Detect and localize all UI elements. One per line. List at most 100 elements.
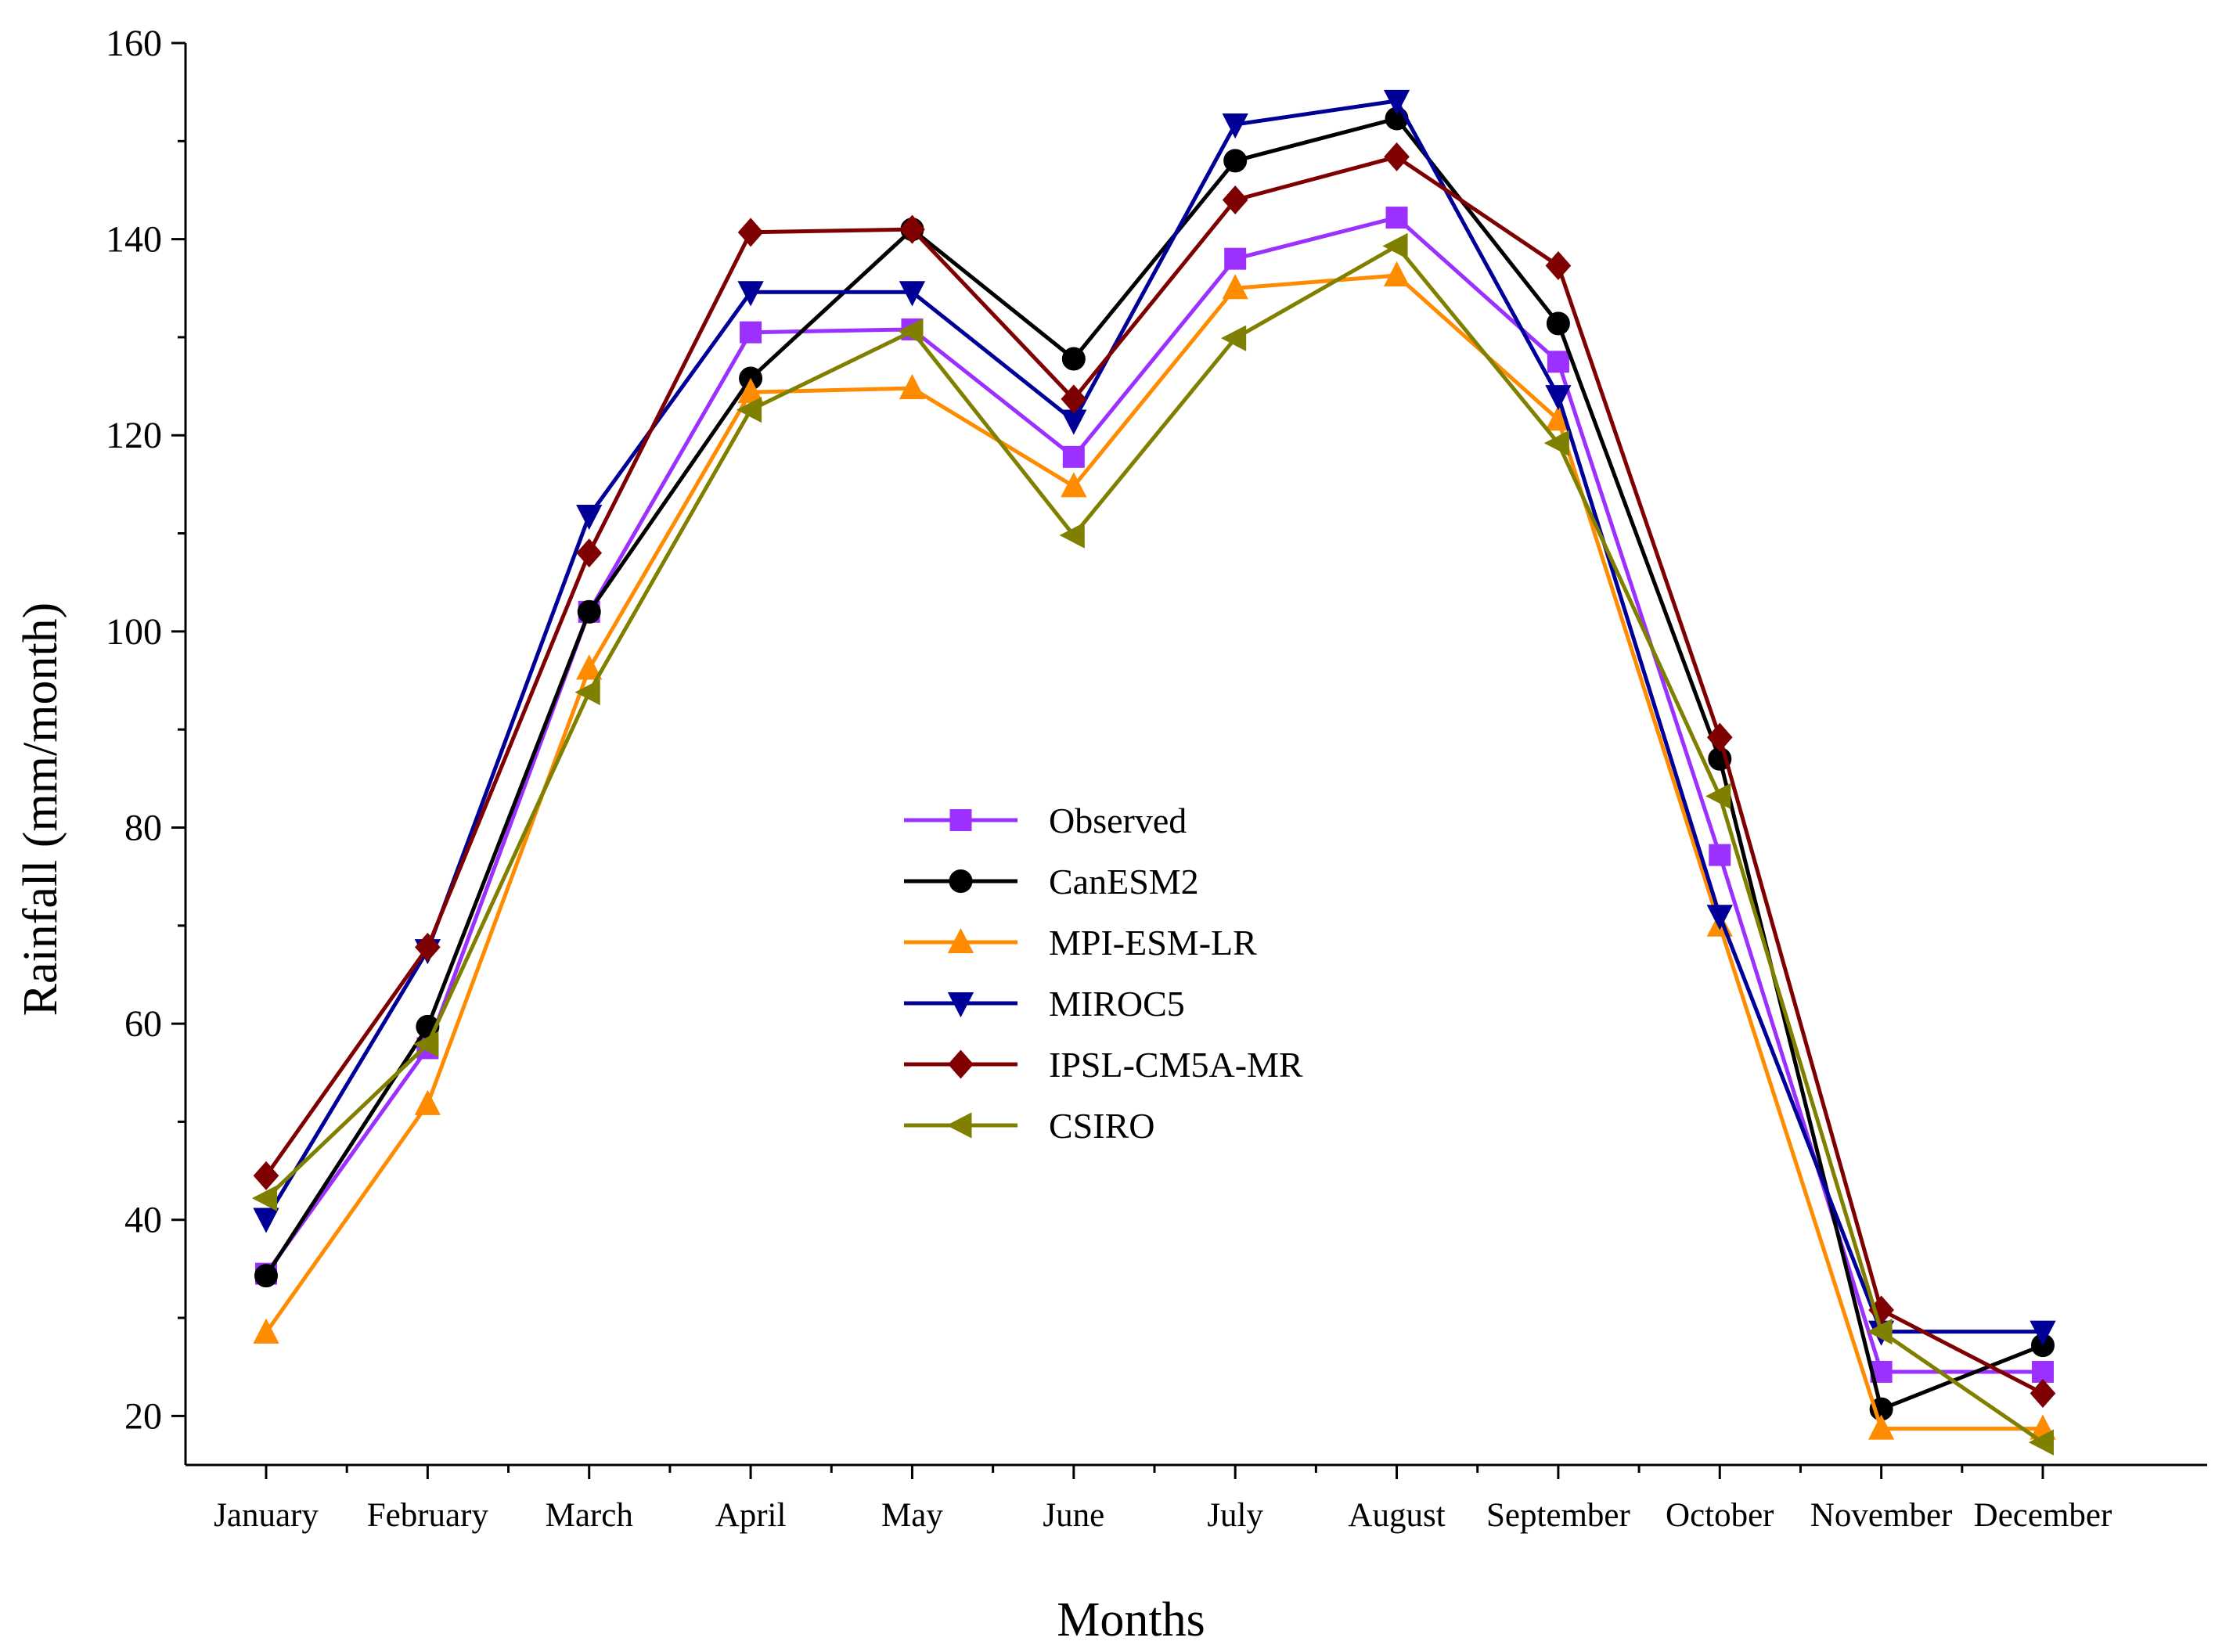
data-point-ipsl-cm5a-mr-august (1384, 142, 1410, 171)
data-point-csiro-january (251, 1185, 277, 1211)
legend-item-miroc5: MIROC5 (904, 984, 1185, 1024)
y-tick-label: 140 (106, 219, 162, 261)
data-point-mpi-esm-lr-april (737, 377, 764, 404)
series-miroc5 (253, 89, 2056, 1346)
series-ipsl-cm5a-mr (253, 142, 2056, 1409)
x-tick-label-july: July (1207, 1497, 1263, 1534)
data-point-csiro-april (736, 397, 762, 423)
data-point-observed-august (1385, 207, 1408, 229)
x-tick-label-october: October (1666, 1497, 1774, 1534)
data-point-mpi-esm-lr-may (899, 373, 926, 400)
axes: 20 40 60 80 100 120 140 160 January February March… (106, 23, 2207, 1534)
series-line-miroc5 (264, 99, 2043, 1334)
legend-label-miroc5: MIROC5 (1049, 984, 1185, 1024)
data-point-miroc5-may (899, 281, 926, 307)
data-point-ipsl-cm5a-mr-july (1222, 185, 1248, 215)
series-line-canesm2 (264, 117, 2044, 1412)
data-point-ipsl-cm5a-mr-october (1706, 722, 1733, 752)
data-point-observed-june (1062, 445, 1085, 468)
data-point-observed-april (740, 321, 762, 344)
legend-item-canesm2: CanESM2 (904, 862, 1199, 902)
data-point-csiro-november (1867, 1318, 1893, 1345)
data-point-observed-september (1547, 351, 1569, 373)
legend-marker-observed (949, 809, 972, 831)
y-tick-label: 120 (106, 415, 162, 456)
data-point-canesm2-september (1546, 311, 1570, 336)
data-point-mpi-esm-lr-november (1867, 1414, 1895, 1440)
x-tick-label-march: March (546, 1497, 633, 1534)
data-point-mpi-esm-lr-january (253, 1318, 279, 1344)
legend-label-canesm2: CanESM2 (1049, 862, 1199, 902)
data-point-canesm2-january (254, 1264, 278, 1288)
data-point-csiro-september (1543, 430, 1569, 456)
x-tick-label-november: November (1810, 1497, 1953, 1534)
data-point-csiro-march (574, 678, 600, 706)
y-tick-label: 20 (124, 1395, 162, 1437)
data-point-miroc5-april (737, 281, 764, 307)
data-point-ipsl-cm5a-mr-april (737, 218, 764, 247)
legend-marker-mpi-esm-lr (947, 927, 974, 953)
y-axis-title: Rainfall (mm/month) (14, 603, 67, 1017)
data-point-ipsl-cm5a-mr-january (253, 1161, 279, 1190)
y-tick-label: 60 (124, 1003, 162, 1045)
x-axis-title: Months (1057, 1593, 1205, 1647)
legend-item-csiro: CSIRO (904, 1106, 1154, 1146)
data-point-canesm2-march (577, 599, 601, 624)
legend-label-ipsl-cm5a-mr: IPSL-CM5A-MR (1049, 1045, 1303, 1085)
series-line-ipsl-cm5a-mr (264, 154, 2044, 1395)
data-point-miroc5-october (1706, 905, 1733, 930)
series-csiro (251, 232, 2054, 1456)
data-point-mpi-esm-lr-august (1383, 261, 1410, 286)
series-layer (251, 89, 2056, 1456)
data-point-miroc5-january (253, 1208, 279, 1233)
legend-marker-ipsl-cm5a-mr (948, 1049, 974, 1079)
x-tick-label-may: May (881, 1497, 943, 1534)
x-tick-label-december: December (1974, 1497, 2112, 1534)
data-point-canesm2-july (1223, 149, 1248, 173)
data-point-mpi-esm-lr-february (414, 1089, 441, 1115)
data-point-mpi-esm-lr-june (1061, 472, 1087, 498)
data-point-mpi-esm-lr-july (1222, 274, 1248, 300)
data-point-csiro-february (413, 1031, 439, 1058)
y-tick-label: 100 (106, 611, 162, 653)
legend-item-mpi-esm-lr: MPI-ESM-LR (904, 923, 1257, 963)
legend-marker-csiro (946, 1112, 972, 1139)
legend: Observed CanESM2 MPI-ESM-LR MIROC5 IPSL-CM5A… (904, 801, 1303, 1146)
data-point-miroc5-august (1383, 89, 1410, 116)
y-tick-label: 40 (124, 1200, 162, 1241)
data-point-csiro-may (898, 318, 924, 345)
data-point-csiro-october (1705, 783, 1731, 810)
legend-marker-miroc5 (947, 992, 974, 1018)
legend-label-mpi-esm-lr: MPI-ESM-LR (1049, 923, 1257, 963)
data-point-ipsl-cm5a-mr-march (576, 538, 603, 568)
data-point-ipsl-cm5a-mr-may (899, 214, 925, 244)
legend-label-observed: Observed (1049, 801, 1187, 840)
x-tick-label-august: August (1348, 1497, 1445, 1534)
data-point-canesm2-june (1061, 347, 1086, 371)
series-canesm2 (254, 106, 2055, 1421)
x-tick-label-january: January (214, 1497, 319, 1534)
data-point-observed-october (1709, 844, 1731, 866)
series-observed (255, 207, 2054, 1383)
data-point-csiro-december (2028, 1429, 2054, 1456)
x-tick-label-april: April (715, 1497, 787, 1534)
series-line-csiro (265, 243, 2044, 1445)
series-line-observed (264, 215, 2043, 1374)
y-tick-label: 80 (124, 807, 162, 848)
data-point-observed-december (2032, 1360, 2054, 1383)
data-point-ipsl-cm5a-mr-february (415, 932, 441, 962)
y-tick-label: 160 (106, 23, 162, 64)
data-point-ipsl-cm5a-mr-december (2030, 1379, 2056, 1409)
data-point-miroc5-september (1545, 385, 1572, 411)
data-point-csiro-july (1221, 325, 1247, 351)
x-tick-label-june: June (1043, 1497, 1104, 1534)
data-point-csiro-june (1059, 522, 1085, 549)
x-tick-label-february: February (367, 1497, 489, 1534)
series-line-mpi-esm-lr (264, 273, 2043, 1431)
data-point-miroc5-december (2030, 1320, 2056, 1346)
legend-item-ipsl-cm5a-mr: IPSL-CM5A-MR (904, 1045, 1303, 1085)
data-point-mpi-esm-lr-march (576, 654, 603, 680)
legend-marker-canesm2 (949, 869, 973, 893)
x-tick-label-september: September (1486, 1497, 1630, 1534)
